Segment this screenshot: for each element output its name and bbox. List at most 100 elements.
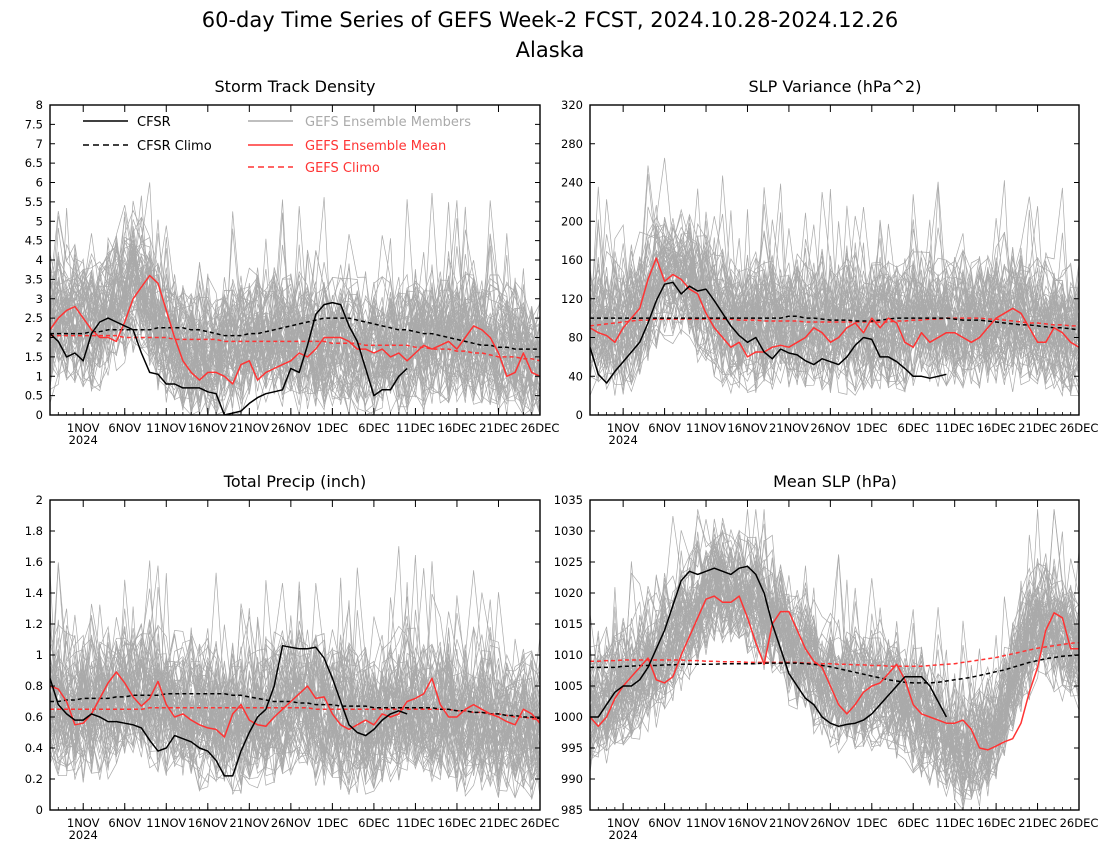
cfsr-climo-line [590, 654, 1079, 684]
ensemble-members [50, 182, 540, 415]
x-tick-label: 6DEC [358, 816, 389, 830]
x-tick-label: 21DEC [1018, 421, 1057, 435]
panel-mean-slp: Mean SLP (hPa) 985 990 995 1000 1005 1010 1015… [554, 472, 1099, 842]
ensemble-member-line [50, 273, 540, 415]
x-tick-label: 1NOV [67, 816, 100, 830]
ensemble-member-line [50, 640, 540, 799]
y-tick-label: 200 [561, 214, 583, 228]
y-tick-label: 320 [561, 98, 583, 112]
y-tick-label: 5.5 [25, 195, 43, 209]
y-tick-label: 2.5 [25, 311, 43, 325]
plot-area [50, 546, 540, 800]
ensemble-member-line [50, 273, 540, 415]
x-tick-label: 16NOV [727, 816, 767, 830]
ensemble-member-line [50, 614, 540, 796]
ensemble-member-line [50, 233, 540, 403]
y-tick-label: 2 [36, 493, 43, 507]
x-tick-label: 26NOV [810, 816, 850, 830]
x-tick-label: 26NOV [271, 421, 311, 435]
x-tick-label: 26DEC [1060, 421, 1099, 435]
ensemble-member-line [590, 519, 1079, 737]
ensemble-member-line [50, 674, 540, 791]
x-tick-label: 26DEC [521, 816, 560, 830]
ensemble-members [590, 509, 1079, 810]
ensemble-member-line [50, 246, 540, 390]
x-tick-label: 16NOV [188, 816, 228, 830]
ensemble-member-line [590, 250, 1079, 382]
ensemble-member-line [50, 199, 540, 365]
ensemble-member-line [590, 247, 1079, 395]
ensemble-member-line [50, 264, 540, 393]
ensemble-member-line [50, 570, 540, 738]
y-tick-label: 995 [561, 741, 583, 755]
x-tick-label: 1DEC [317, 816, 348, 830]
x-tick-label: 26NOV [271, 816, 311, 830]
cfsr-line [590, 565, 948, 728]
x-tick-label: 11DEC [396, 816, 435, 830]
ensemble-member-line [50, 582, 540, 746]
cfsr-line [50, 301, 408, 415]
ensemble-member-line [590, 165, 1079, 352]
x-tick-label: 1NOV [607, 816, 640, 830]
x-tick-label: 21NOV [229, 421, 269, 435]
y-tick-label: 985 [561, 803, 583, 817]
y-tick-label: 6.5 [25, 156, 43, 170]
panel-title: Total Precip (inch) [223, 472, 366, 491]
x-tick-label: 21DEC [1018, 816, 1057, 830]
y-tick-label: 120 [561, 292, 583, 306]
ensemble-member-line [590, 228, 1079, 396]
ensemble-member-line [590, 549, 1079, 745]
ensemble-member-line [50, 604, 540, 769]
y-tick-label: 4.5 [25, 234, 43, 248]
y-tick-label: 0 [36, 803, 43, 817]
ensemble-member-line [590, 509, 1079, 766]
legend-label-cfsr-climo: CFSR Climo [137, 139, 212, 154]
x-tick-label: 11DEC [935, 816, 974, 830]
ensemble-member-line [590, 546, 1079, 758]
ensemble-member-line [590, 216, 1079, 344]
x-tick-label: 11DEC [396, 421, 435, 435]
ensemble-member-line [590, 256, 1079, 385]
ensemble-member-line [50, 239, 540, 389]
panel-storm-track-density: Storm Track Density 0 0.5 1 1.5 2 2.5 3 3.5 4 4.5… [25, 77, 560, 447]
x-tick-label: 11NOV [146, 816, 186, 830]
x-tick-label: 6DEC [898, 421, 929, 435]
legend-label-cfsr: CFSR [137, 115, 171, 130]
ens-mean-line [590, 257, 1079, 358]
ensemble-member-line [590, 180, 1079, 361]
plot-area [50, 182, 540, 415]
ensemble-member-line [50, 266, 540, 412]
cfsr-climo-line [590, 315, 1079, 331]
x-tick-label: 26NOV [810, 421, 850, 435]
ensemble-member-line [590, 245, 1079, 393]
y-tick-label: 8 [36, 98, 43, 112]
y-tick-label: 0 [576, 408, 583, 422]
y-tick-label: 1.2 [25, 617, 43, 631]
y-tick-label: 80 [568, 331, 583, 345]
x-tick-label: 26DEC [521, 421, 560, 435]
x-tick-label: 6NOV [108, 816, 141, 830]
y-tick-label: 1010 [554, 648, 583, 662]
panel-slp-variance: SLP Variance (hPa^2) 0 40 80 120 160 200 240 28… [561, 77, 1098, 447]
y-tick-label: 0.8 [25, 679, 43, 693]
ensemble-member-line [50, 666, 540, 791]
x-tick-label: 16DEC [977, 816, 1016, 830]
y-tick-label: 240 [561, 176, 583, 190]
y-tick-label: 7.5 [25, 117, 43, 131]
ensemble-member-line [50, 207, 540, 415]
cfsr-climo-line [50, 693, 540, 720]
x-tick-label: 16DEC [438, 421, 477, 435]
ensemble-member-line [590, 223, 1079, 352]
y-tick-label: 160 [561, 253, 583, 267]
y-tick-label: 1.5 [25, 350, 43, 364]
x-tick-label: 1DEC [856, 421, 887, 435]
gefs-climo-line [50, 334, 540, 362]
y-tick-label: 1015 [554, 617, 583, 631]
x-tick-label: 11NOV [686, 816, 726, 830]
x-tick-label: 11DEC [935, 421, 974, 435]
x-tick-label: 1DEC [317, 421, 348, 435]
panel-title: Storm Track Density [215, 77, 376, 96]
legend-label-gefs-climo: GEFS Climo [305, 161, 380, 176]
y-tick-label: 0.5 [25, 389, 43, 403]
